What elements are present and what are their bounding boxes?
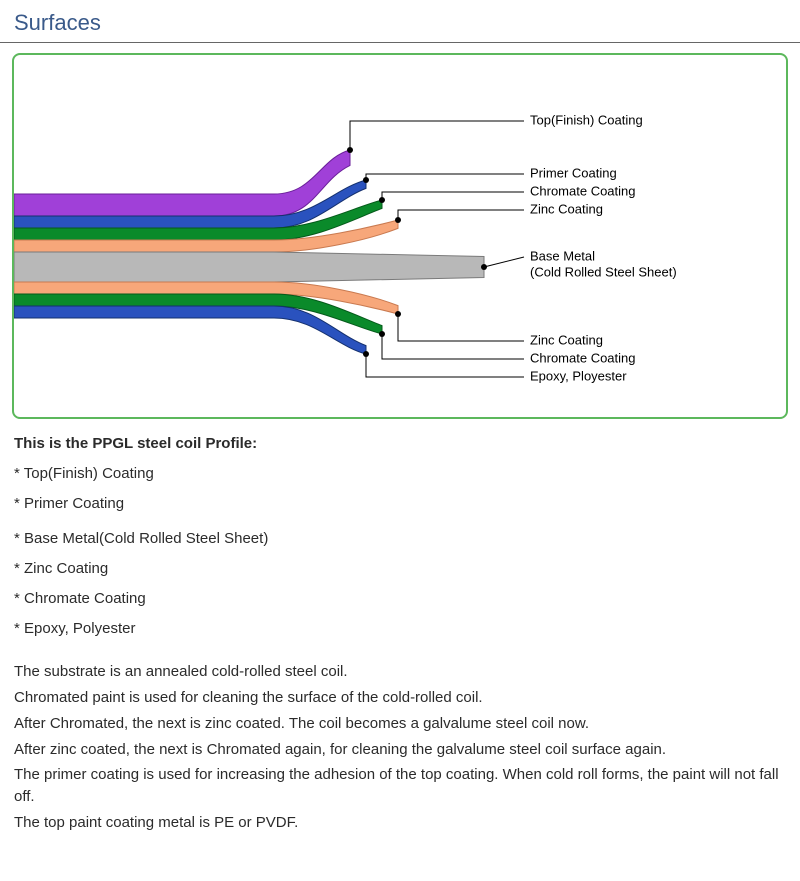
profile-heading: This is the PPGL steel coil Profile:	[14, 433, 786, 455]
page-title: Surfaces	[0, 0, 800, 43]
label-chromate_u: Chromate Coating	[530, 183, 636, 198]
label-primer: Primer Coating	[530, 165, 617, 180]
description-line: After Chromated, the next is zinc coated…	[14, 713, 786, 735]
profile-item: Chromate Coating	[14, 588, 786, 610]
leader-dot	[379, 331, 385, 337]
leader-dot	[481, 264, 487, 270]
profile-item: Base Metal(Cold Rolled Steel Sheet)	[14, 528, 786, 550]
profile-item: Epoxy, Polyester	[14, 618, 786, 640]
layer-base	[14, 252, 484, 282]
leader-line	[382, 192, 524, 200]
label-top_finish: Top(Finish) Coating	[530, 112, 643, 127]
label-chromate_l: Chromate Coating	[530, 350, 636, 365]
profile-item: Zinc Coating	[14, 558, 786, 580]
leader-dot	[363, 351, 369, 357]
profile-item: Top(Finish) Coating	[14, 463, 786, 485]
profile-item: Primer Coating	[14, 493, 786, 515]
diagram-frame: Top(Finish) Coating Primer Coating Chromat…	[12, 53, 788, 419]
leader-line	[382, 334, 524, 359]
leader-line	[350, 121, 524, 150]
leader-line	[398, 210, 524, 220]
description-line: The primer coating is used for increasin…	[14, 764, 786, 808]
leader-line	[398, 314, 524, 341]
description-line: The substrate is an annealed cold-rolled…	[14, 661, 786, 683]
label-zinc_u: Zinc Coating	[530, 201, 603, 216]
leader-dot	[395, 217, 401, 223]
label-epoxy: Epoxy, Ployester	[530, 368, 627, 383]
layer-epoxy	[14, 306, 366, 354]
leader-dot	[363, 177, 369, 183]
description-block: The substrate is an annealed cold-rolled…	[14, 661, 786, 833]
layers-diagram: Top(Finish) Coating Primer Coating Chromat…	[14, 61, 774, 411]
leader-line	[366, 174, 524, 180]
leader-line	[484, 257, 524, 267]
leader-dot	[395, 311, 401, 317]
description-line: Chromated paint is used for cleaning the…	[14, 687, 786, 709]
label-base: Base Metal	[530, 248, 595, 263]
leader-dot	[379, 197, 385, 203]
leader-dot	[347, 147, 353, 153]
leader-line	[366, 354, 524, 377]
label-zinc_l: Zinc Coating	[530, 332, 603, 347]
description-line: The top paint coating metal is PE or PVD…	[14, 812, 786, 834]
content-block: This is the PPGL steel coil Profile: Top…	[0, 433, 800, 858]
label-base-sub: (Cold Rolled Steel Sheet)	[530, 264, 677, 279]
description-line: After zinc coated, the next is Chromated…	[14, 739, 786, 761]
profile-list: Top(Finish) Coating Primer Coating Base Me…	[14, 463, 786, 640]
layer-top_finish	[14, 150, 350, 216]
